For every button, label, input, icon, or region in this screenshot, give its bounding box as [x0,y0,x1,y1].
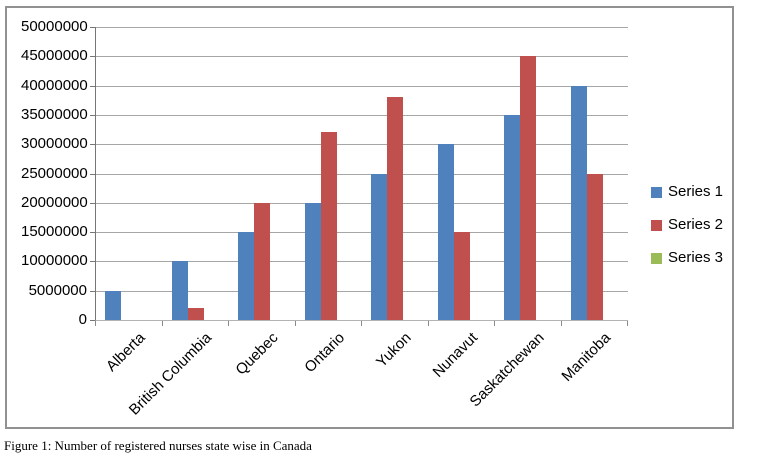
y-axis-label: 35000000 [21,105,88,123]
y-axis-label: 50000000 [21,18,88,35]
y-axis-label: 25000000 [21,164,88,182]
y-axis-label: 45000000 [21,47,88,65]
y-axis-label: 30000000 [21,135,88,153]
gridline [96,56,628,58]
series-2-swatch-icon [651,219,662,231]
y-axis-label: 20000000 [21,193,88,211]
y-axis-label: 40000000 [21,76,88,94]
legend-label-series-1: Series 1 [668,183,724,200]
series-3-swatch-icon [651,252,662,264]
y-axis-tick [90,261,95,263]
y-axis-tick [90,144,95,146]
y-axis-label: 15000000 [21,223,88,241]
x-axis-tick [427,321,429,326]
y-axis-tick [90,320,95,321]
gridline [96,290,628,292]
bar-group-saskatchewan [495,27,562,320]
y-axis-label: 5000000 [28,281,87,299]
bar-series-1 [504,114,521,320]
gridline [96,27,628,28]
bar-series-2 [387,97,404,320]
gridline [96,85,628,87]
bar-group-nunavut [429,27,496,320]
x-axis-tick [294,321,296,326]
bar-series-1 [171,261,188,320]
bar-series-2 [453,232,470,320]
x-axis-tick [494,321,495,326]
gridline [96,202,628,204]
bar-group-yukon [362,27,429,320]
legend-item-series-2: Series 2 [651,217,723,233]
gridline [96,144,628,146]
y-axis-tick [90,232,95,234]
gridline [96,261,628,263]
x-axis-tick [560,321,562,326]
bar-series-1 [437,144,454,320]
y-axis-tick [90,114,95,116]
bar-series-1 [371,173,388,320]
legend-label-series-2: Series 2 [668,216,724,233]
figure-caption: Figure 1: Number of registered nurses st… [4,438,312,453]
y-axis-tick [90,56,95,58]
y-axis-label: 10000000 [21,252,88,270]
y-axis-tick [90,290,95,292]
y-axis-tick [90,173,95,175]
gridline [96,114,628,116]
legend-item-series-1: Series 1 [651,184,723,200]
bar-series-1 [570,85,587,320]
bar-group-quebec [229,27,296,320]
x-axis-tick [361,321,362,326]
gridline [96,232,628,234]
chart-frame: 0 5000000 10000000 15000000 20000000 25000000… [5,6,734,429]
x-axis-tick [627,321,628,326]
bar-group-manitoba [562,27,629,320]
legend-item-series-3: Series 3 [651,250,723,266]
x-axis-tick [95,321,96,326]
plot-area [95,27,628,321]
bar-series-2 [187,308,204,320]
series-1-swatch-icon [651,186,662,198]
bar-group-alberta [96,27,163,320]
x-axis-tick [228,321,229,326]
bar-series-1 [304,202,321,320]
legend-label-series-3: Series 3 [668,249,724,266]
bar-series-1 [238,232,255,320]
bar-series-2 [254,202,271,320]
y-axis-tick [90,27,95,28]
bar-group-british-columbia [163,27,230,320]
legend: Series 1 Series 2 Series 3 [651,184,723,283]
bar-series-2 [520,56,537,320]
bar-series-2 [320,132,337,320]
x-axis-tick [161,321,163,326]
bar-group-ontario [296,27,363,320]
y-axis-tick [90,85,95,87]
y-axis-tick [90,202,95,204]
gridline [96,173,628,175]
y-axis-label: 0 [78,311,87,328]
bar-series-2 [586,173,603,320]
bar-series-1 [105,290,122,320]
